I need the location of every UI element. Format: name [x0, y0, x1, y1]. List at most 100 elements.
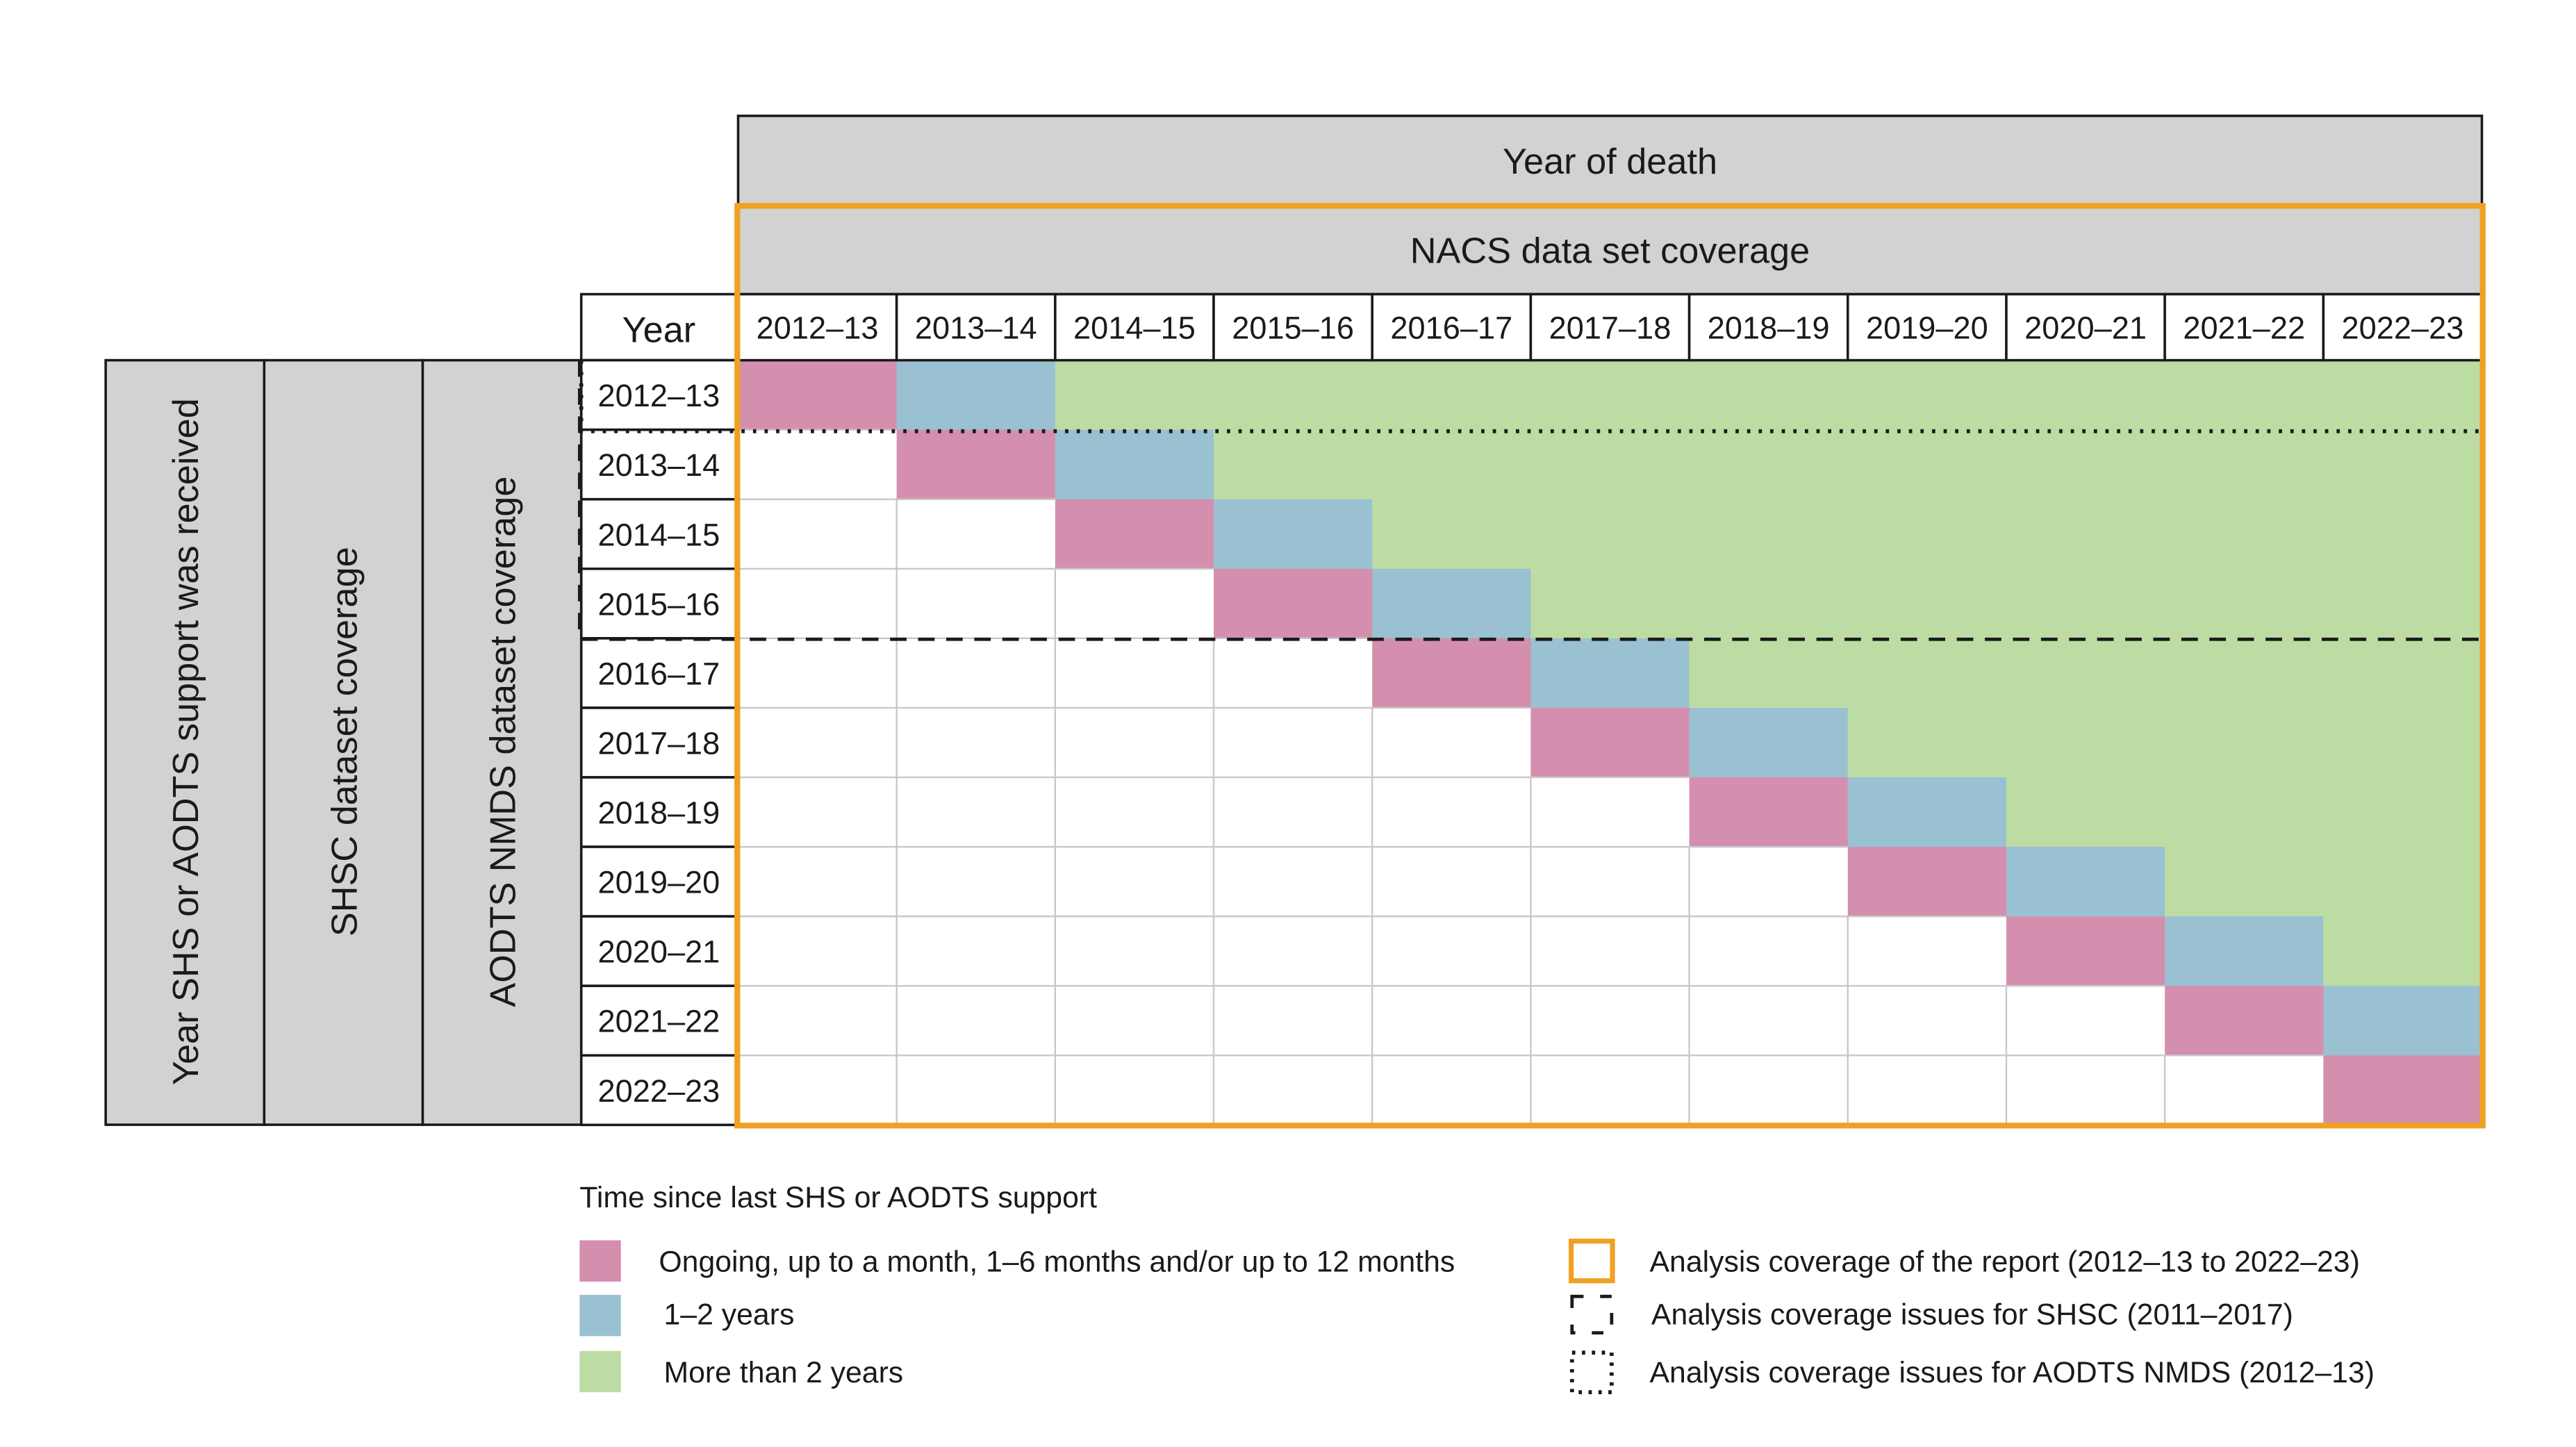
grid-cell [738, 638, 898, 709]
row-year-label: 2017–18 [597, 725, 720, 761]
grid-cell [1847, 777, 2008, 848]
grid-cell [1055, 638, 1215, 709]
legend-dashed-label: Analysis coverage issues for SHSC (2011–… [1651, 1298, 2293, 1332]
grid-cell [1214, 568, 1373, 640]
nacs-coverage-band [736, 204, 2484, 296]
grid-cell [2165, 360, 2325, 431]
grid-cell [738, 360, 898, 431]
row-header-cell [579, 567, 740, 640]
grid-cell [738, 847, 898, 918]
grid-cell [738, 916, 898, 987]
row-header-cell [579, 1054, 740, 1127]
row-year-label: 2018–19 [597, 795, 720, 831]
grid-cell [1055, 568, 1215, 640]
grid-cell [1214, 499, 1373, 570]
legend-green-swatch [579, 1350, 621, 1393]
grid-cell [2006, 777, 2166, 848]
shsc-issue-dashed-outline [577, 360, 2482, 641]
grid-cell [1689, 777, 1849, 848]
grid-cell [1847, 1055, 2008, 1126]
grid-cell [2165, 847, 2325, 918]
column-year-label: 2018–19 [1708, 311, 1830, 346]
grid-cell [2165, 916, 2325, 987]
grid-cell [896, 847, 1057, 918]
coverage-grid [738, 360, 2483, 1126]
grid-cell [1847, 568, 2008, 640]
grid-cell [2165, 499, 2325, 570]
aodts-coverage-box [421, 358, 583, 1126]
grid-cell [2323, 638, 2483, 709]
grid-cell [1372, 916, 1532, 987]
legend-green-label: More than 2 years [664, 1356, 904, 1389]
legend: Time since last SHS or AODTS support Ong… [579, 1181, 2375, 1395]
grid-cell [896, 986, 1057, 1057]
grid-cell [2006, 986, 2166, 1057]
grid-cell [738, 1055, 898, 1126]
column-year-headers: 2012–13 2013–14 2014–15 2015–16 2016–17 2017–… [736, 292, 2484, 362]
column-year-label: 2015–16 [1232, 311, 1354, 346]
column-header-cell [1529, 292, 1691, 362]
year-of-death-label: Year of death [1503, 142, 1717, 182]
grid-cell [896, 429, 1057, 500]
grid-cell [2323, 777, 2483, 848]
grid-cell [1530, 777, 1690, 848]
row-year-label: 2016–17 [597, 656, 720, 691]
grid-cell [1847, 986, 2008, 1057]
column-year-label: 2013–14 [915, 311, 1037, 346]
legend-dashed-box [1570, 1294, 1614, 1334]
row-year-label: 2013–14 [597, 447, 720, 483]
year-header-label: Year [622, 310, 696, 350]
grid-cell [1847, 847, 2008, 918]
shsc-coverage-label: SHSC dataset coverage [324, 547, 365, 936]
grid-cell [1214, 707, 1373, 779]
grid-cell [1689, 986, 1849, 1057]
grid-cell [1055, 986, 1215, 1057]
column-year-label: 2020–21 [2024, 311, 2147, 346]
grid-cell [1530, 568, 1690, 640]
grid-cell [1372, 499, 1532, 570]
grid-cell [2006, 1055, 2166, 1126]
column-header-cell [2322, 292, 2484, 362]
grid-cell [2323, 847, 2483, 918]
grid-cell [2165, 429, 2325, 500]
grid-cell [2006, 847, 2166, 918]
grid-cell [1055, 360, 1215, 431]
grid-cell [2323, 429, 2483, 500]
grid-cell [1689, 916, 1849, 987]
grid-cell [1689, 429, 1849, 500]
analysis-coverage-outline [734, 203, 2486, 1129]
grid-cell [2006, 360, 2166, 431]
grid-cell [738, 777, 898, 848]
grid-cell [896, 360, 1057, 431]
shsc-coverage-box [263, 358, 424, 1126]
grid-cell [2006, 568, 2166, 640]
grid-cell [2165, 777, 2325, 848]
grid-cell [896, 916, 1057, 987]
grid-cell [1847, 499, 2008, 570]
column-header-cell [1846, 292, 2008, 362]
grid-cell [1214, 847, 1373, 918]
grid-cell [1055, 429, 1215, 500]
grid-cell [896, 638, 1057, 709]
grid-cell [2323, 916, 2483, 987]
grid-cell [738, 568, 898, 640]
grid-cell [1689, 499, 1849, 570]
grid-cell [1214, 986, 1373, 1057]
column-year-label: 2014–15 [1073, 311, 1196, 346]
grid-cell [1372, 638, 1532, 709]
row-year-headers: 2012–13 2013–14 2014–15 2015–16 2016–17 2017–… [579, 358, 740, 1127]
grid-cell [1847, 707, 2008, 779]
legend-pink-label: Ongoing, up to a month, 1–6 months and/o… [659, 1246, 1455, 1279]
row-header-cell [579, 428, 740, 501]
grid-cell [2006, 499, 2166, 570]
grid-cell [1530, 916, 1690, 987]
grid-cell [1372, 847, 1532, 918]
legend-title: Time since last SHS or AODTS support [579, 1181, 1097, 1214]
grid-cell [1214, 360, 1373, 431]
grid-cell [738, 499, 898, 570]
grid-cell [896, 499, 1057, 570]
row-year-label: 2014–15 [597, 517, 720, 552]
grid-cell [1055, 777, 1215, 848]
grid-cell [1372, 777, 1532, 848]
column-year-label: 2022–23 [2342, 311, 2464, 346]
